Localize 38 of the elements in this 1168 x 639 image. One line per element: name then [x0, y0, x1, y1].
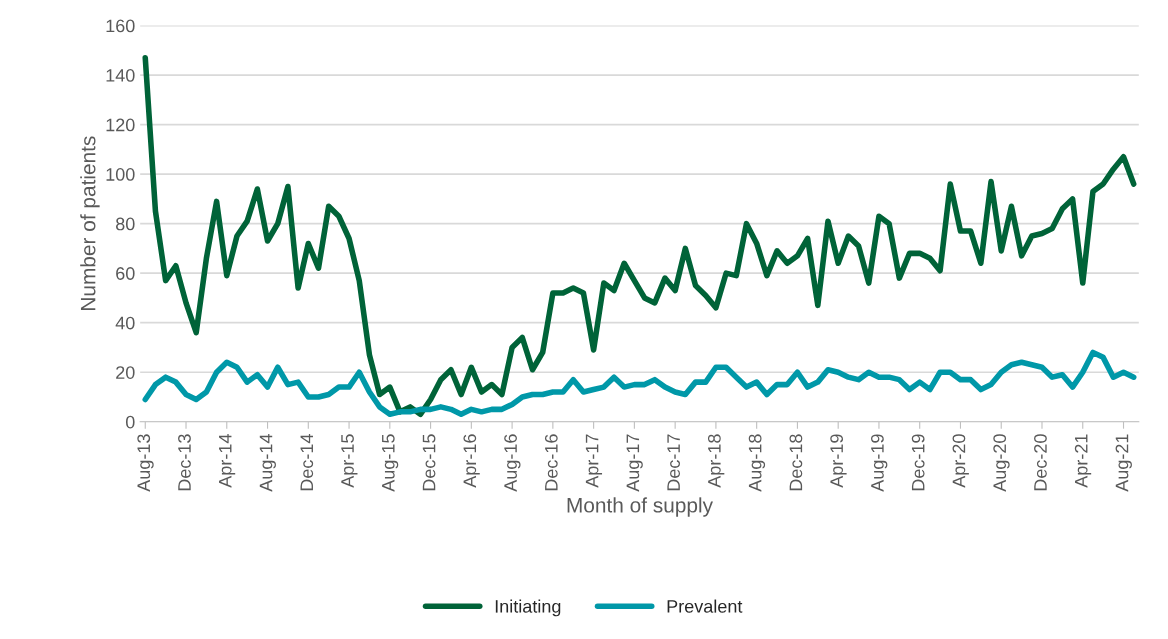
y-tick-label: 80	[116, 217, 135, 231]
legend-label: Initiating	[495, 599, 561, 617]
x-tick-label: Apr-18	[707, 434, 725, 488]
x-tick-label: Dec-19	[911, 434, 925, 491]
x-tick-label: Apr-21	[1074, 434, 1092, 488]
y-tick-label: 20	[116, 366, 135, 379]
x-tick-label: Dec-14	[300, 434, 314, 491]
x-tick-label: Dec-15	[422, 434, 436, 491]
x-tick-label: Dec-20	[1034, 434, 1047, 491]
x-tick-label: Apr-20	[952, 434, 969, 488]
y-tick-label: 160	[106, 19, 135, 33]
x-tick-label: Apr-16	[463, 434, 480, 488]
x-tick-label: Dec-13	[178, 434, 191, 491]
x-tick-label: Aug-19	[871, 434, 888, 492]
x-tick-label: Dec-17	[667, 434, 680, 491]
x-tick-label: Aug-15	[382, 434, 399, 492]
x-axis-title: Month of supply	[567, 497, 713, 517]
y-tick-label: 0	[125, 415, 135, 429]
y-axis-title: Number of patients	[80, 136, 100, 310]
x-tick-label: Dec-18	[789, 434, 803, 491]
x-tick-label: Aug-14	[259, 434, 276, 492]
x-tick-label: Aug-21	[1115, 434, 1132, 492]
x-tick-label: Aug-18	[748, 434, 766, 492]
x-tick-label: Apr-14	[219, 434, 236, 488]
y-tick-label: 40	[115, 316, 135, 330]
x-tick-label: Aug-20	[993, 434, 1010, 492]
x-tick-label: Apr-17	[585, 434, 603, 488]
x-tick-label: Aug-17	[626, 434, 643, 492]
x-tick-label: Apr-19	[830, 434, 847, 488]
y-tick-label: 140	[106, 69, 135, 82]
y-tick-label: 120	[106, 118, 135, 132]
y-tick-label: 100	[106, 168, 135, 181]
x-tick-label: Aug-13	[137, 434, 154, 492]
x-tick-label: Dec-16	[544, 434, 558, 491]
x-tick-label: Apr-15	[341, 434, 358, 488]
x-tick-label: Aug-16	[504, 434, 521, 492]
y-tick-label: 60	[116, 267, 135, 280]
legend-label: Prevalent	[667, 599, 743, 613]
